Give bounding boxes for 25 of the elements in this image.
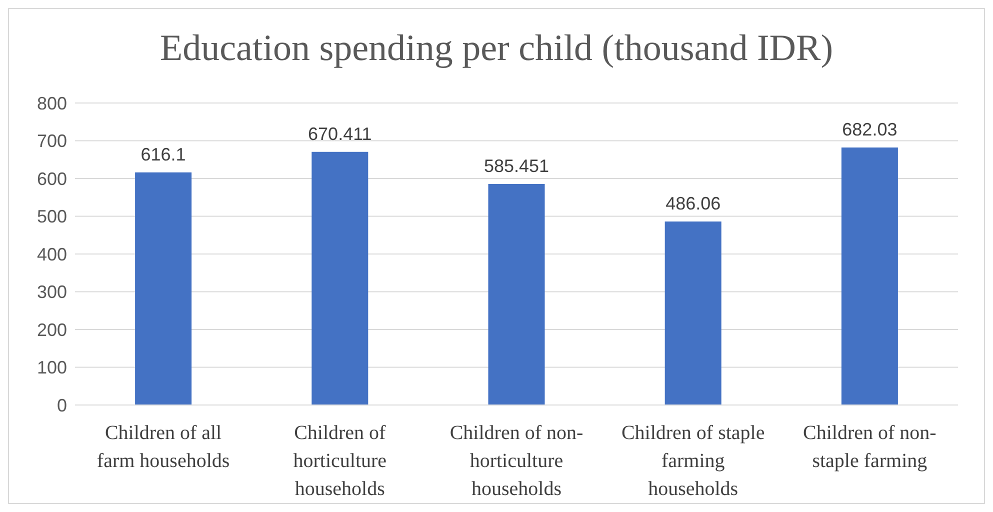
x-tick-label: Children of horticulture households [293, 422, 387, 500]
x-tick-label: Children of non-staple farming [803, 422, 936, 472]
chart-title: Education spending per child (thousand IDR) [158, 27, 834, 71]
data-label: 682.03 [842, 120, 898, 140]
bar [135, 172, 192, 405]
x-tick-label: Children of staple farming households [621, 422, 765, 500]
bar [841, 148, 898, 405]
bar [488, 184, 545, 405]
y-tick-label: 700 [36, 131, 67, 152]
y-tick-label: 500 [36, 206, 67, 227]
y-tick-label: 400 [36, 244, 67, 264]
y-tick-label: 600 [36, 168, 67, 189]
y-tick-label: 0 [56, 395, 67, 416]
y-tick-label: 100 [36, 358, 67, 378]
data-label: 486.06 [666, 194, 721, 214]
data-label: 585.451 [484, 156, 550, 176]
x-tick-label: Children of all farm households [96, 422, 230, 472]
bar [664, 222, 722, 405]
data-label: 616.1 [140, 144, 186, 164]
bar [312, 152, 368, 405]
y-tick-label: 300 [36, 282, 67, 302]
y-tick-label: 800 [36, 93, 67, 114]
y-tick-label: 200 [36, 320, 67, 340]
x-tick-label: Children of non-horticulture households [450, 422, 584, 500]
data-label: 670.411 [308, 124, 372, 144]
